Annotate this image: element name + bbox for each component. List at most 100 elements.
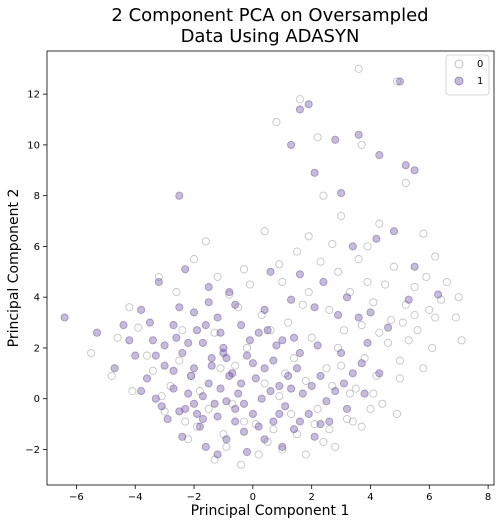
data-point-class-1 xyxy=(248,359,257,368)
data-point-class-1 xyxy=(389,227,399,236)
data-point-class-0 xyxy=(392,77,402,86)
data-point-class-0 xyxy=(428,343,437,352)
data-point-class-0 xyxy=(287,409,296,418)
data-point-class-0 xyxy=(384,338,393,347)
data-point-class-1 xyxy=(222,435,231,444)
legend: 0 1 xyxy=(445,54,490,96)
data-point-class-1 xyxy=(292,364,302,373)
data-point-class-0 xyxy=(195,387,204,396)
data-point-class-0 xyxy=(184,435,193,444)
data-point-class-0 xyxy=(422,272,431,281)
data-point-class-1 xyxy=(228,369,237,378)
data-point-class-0 xyxy=(166,381,175,391)
legend-label-0: 0 xyxy=(477,59,483,70)
data-point-class-0 xyxy=(316,257,325,266)
y-tick-label: 10 xyxy=(27,140,40,151)
data-point-class-0 xyxy=(381,280,390,289)
data-point-class-1 xyxy=(281,402,290,411)
chart-title-line-1: 2 Component PCA on Oversampled xyxy=(111,5,428,26)
data-point-class-1 xyxy=(213,450,222,459)
data-point-class-0 xyxy=(401,178,410,188)
data-point-class-1 xyxy=(254,422,263,431)
data-point-class-1 xyxy=(272,341,281,350)
data-point-class-1 xyxy=(231,417,240,426)
legend-marker-1 xyxy=(454,76,464,86)
plot-frame xyxy=(46,50,495,486)
data-point-class-0 xyxy=(413,326,422,335)
data-point-class-0 xyxy=(260,379,269,388)
data-point-class-1 xyxy=(216,384,225,393)
data-point-class-1 xyxy=(157,402,166,411)
data-point-class-0 xyxy=(87,348,96,358)
y-tick-label: 6 xyxy=(34,242,40,253)
data-point-class-1 xyxy=(198,392,207,401)
chart-title-line-2: Data Using ADASYN xyxy=(181,26,360,47)
data-point-class-1 xyxy=(269,417,278,426)
data-point-class-0 xyxy=(354,64,363,73)
data-point-class-0 xyxy=(228,399,237,408)
data-point-class-1 xyxy=(219,348,228,358)
data-point-class-0 xyxy=(389,262,399,271)
data-point-class-0 xyxy=(366,404,375,413)
data-point-class-0 xyxy=(337,211,346,221)
data-point-class-0 xyxy=(392,409,402,418)
data-point-class-0 xyxy=(128,387,137,396)
data-point-class-0 xyxy=(369,389,378,398)
data-point-class-0 xyxy=(225,290,234,299)
data-point-class-1 xyxy=(266,387,275,396)
data-point-class-0 xyxy=(157,392,166,401)
data-point-class-1 xyxy=(319,277,328,287)
data-point-class-1 xyxy=(310,303,319,312)
data-point-class-1 xyxy=(263,326,272,335)
data-point-class-1 xyxy=(331,135,340,144)
data-point-class-0 xyxy=(292,430,302,439)
data-point-class-0 xyxy=(242,343,252,352)
data-point-class-1 xyxy=(339,379,349,388)
x-ticks: −6 −4 −2 0 2 4 6 8 xyxy=(69,485,491,503)
data-point-class-1 xyxy=(242,351,252,360)
data-point-class-0 xyxy=(345,389,354,398)
data-point-class-0 xyxy=(451,313,460,322)
data-point-class-1 xyxy=(172,333,181,342)
data-point-class-1 xyxy=(225,371,234,380)
data-point-class-0 xyxy=(375,219,384,228)
data-point-class-0 xyxy=(237,460,246,469)
data-point-class-0 xyxy=(192,422,202,431)
data-point-class-0 xyxy=(319,437,328,446)
data-point-class-1 xyxy=(137,305,146,314)
data-point-class-1 xyxy=(348,369,357,378)
data-point-class-1 xyxy=(201,321,210,330)
data-point-class-1 xyxy=(310,168,319,177)
data-point-class-1 xyxy=(160,341,169,350)
data-point-class-0 xyxy=(339,326,349,335)
y-tick-label: 2 xyxy=(34,343,40,354)
data-point-class-1 xyxy=(169,321,178,330)
data-point-class-0 xyxy=(251,420,260,429)
data-point-class-0 xyxy=(213,272,222,281)
data-point-class-1 xyxy=(375,369,384,378)
data-point-class-0 xyxy=(431,313,440,322)
data-point-class-0 xyxy=(125,303,134,312)
data-point-class-1 xyxy=(237,379,246,388)
data-point-class-1 xyxy=(260,364,269,373)
data-point-class-0 xyxy=(351,384,360,393)
data-point-class-0 xyxy=(442,277,451,287)
data-point-class-1 xyxy=(275,409,284,418)
data-point-class-0 xyxy=(239,417,249,426)
data-point-class-1 xyxy=(342,293,352,302)
data-point-class-1 xyxy=(216,328,225,337)
data-point-class-1 xyxy=(404,295,413,304)
data-point-class-1 xyxy=(222,397,231,406)
data-point-class-0 xyxy=(301,450,310,459)
data-point-class-1 xyxy=(287,384,296,393)
data-point-class-1 xyxy=(192,409,202,418)
data-point-class-0 xyxy=(325,305,334,314)
x-tick-label: 4 xyxy=(367,492,373,503)
data-point-class-1 xyxy=(187,371,196,380)
data-point-class-1 xyxy=(260,305,269,314)
data-point-class-1 xyxy=(266,267,275,276)
data-point-class-1 xyxy=(175,303,184,312)
data-point-class-0 xyxy=(260,227,269,236)
x-tick-label: 0 xyxy=(250,492,256,503)
